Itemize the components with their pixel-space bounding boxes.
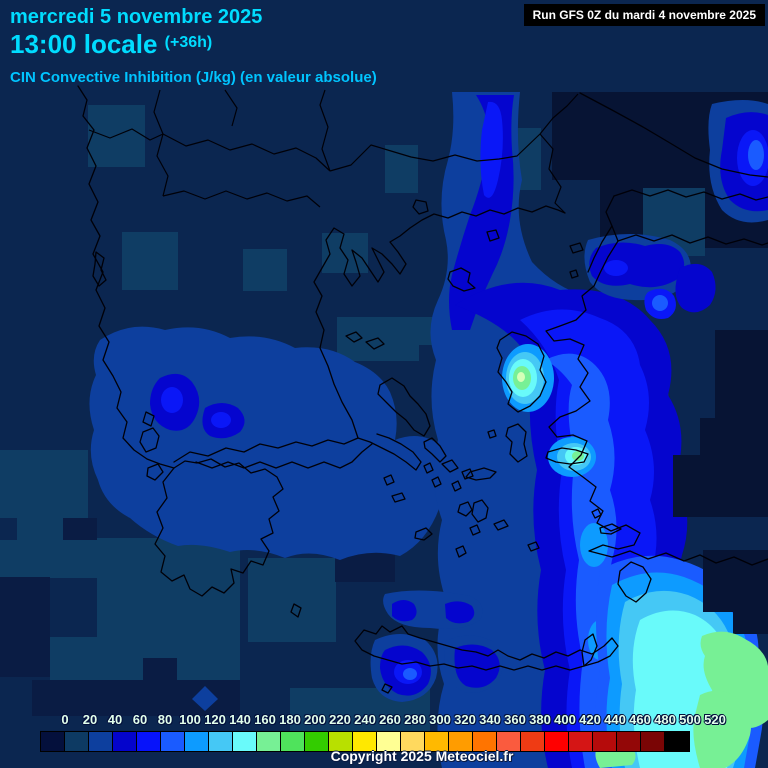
- forecast-offset-badge: (+36h): [164, 34, 213, 51]
- parameter-title: CIN Convective Inhibition (J/kg) (en val…: [10, 69, 377, 86]
- model-run-info: Run GFS 0Z du mardi 4 novembre 2025: [523, 4, 765, 26]
- valid-date-label: mercredi 5 novembre 2025: [10, 6, 263, 28]
- valid-time-label: 13:00 locale (+36h): [10, 29, 212, 60]
- local-time-text: 13:00 locale: [10, 29, 158, 59]
- country-borders: [88, 89, 579, 214]
- coastlines: [77, 85, 768, 694]
- copyright-label: Copyright 2025 Meteociel.fr: [330, 748, 514, 764]
